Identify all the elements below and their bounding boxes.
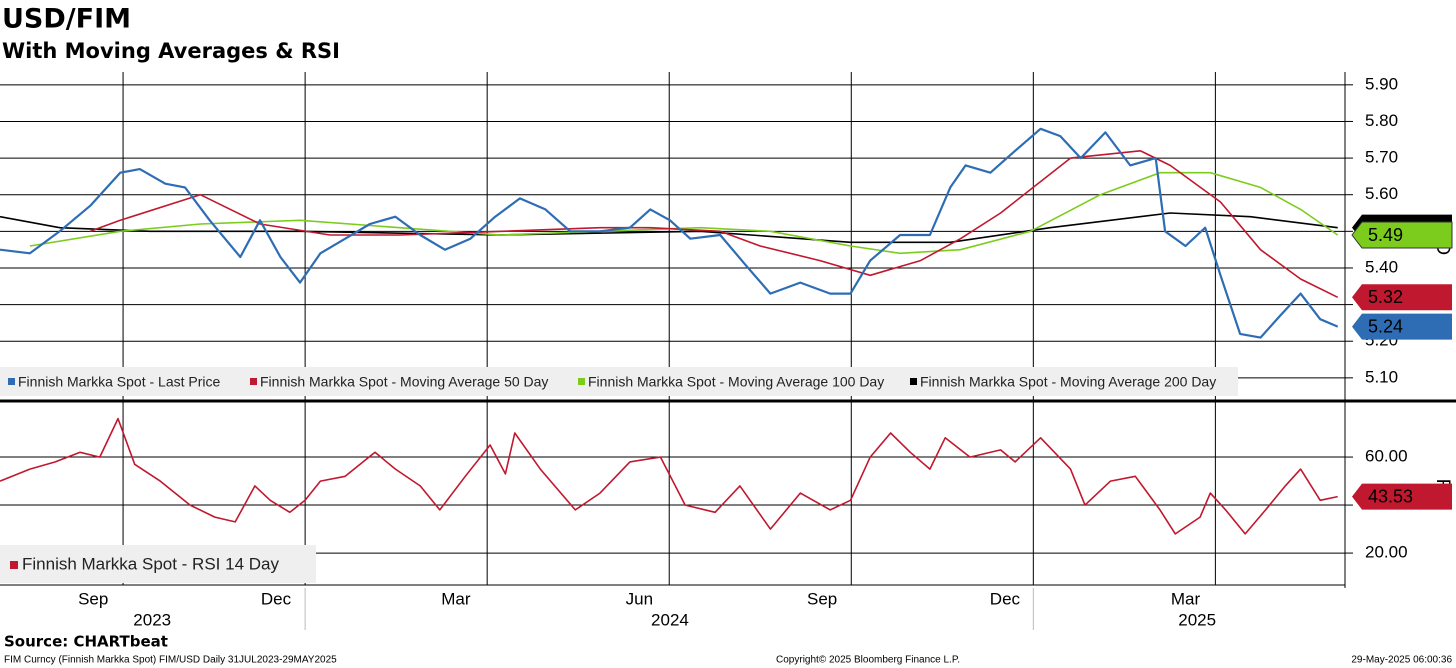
series-line [0,417,1338,535]
series-line [29,171,1339,255]
x-tick-label: Dec [990,589,1021,608]
legend-swatch [250,378,257,385]
chart-subtitle: With Moving Averages & RSI [2,39,340,63]
legend-label: Finnish Markka Spot - Moving Average 100… [588,374,884,390]
footer-center: Copyright© 2025 Bloomberg Finance L.P. [776,655,960,666]
legend-box [0,367,1238,396]
last-value-label: 5.24 [1368,316,1403,336]
y-tick-label: 5.60 [1365,184,1398,203]
y-tick-label: 60.00 [1365,447,1408,466]
last-value-label: 5.32 [1368,287,1403,307]
last-value-tag [1352,313,1452,340]
x-tick-label: Dec [261,589,292,608]
series-line [90,150,1339,299]
y-tick-label: 20.00 [1365,543,1408,562]
chart-title: USD/FIM [2,4,131,35]
legend-swatch [910,378,917,385]
y-tick-label: 5.90 [1365,74,1398,93]
source: Source: CHARTbeat [4,633,168,651]
x-tick-label: Mar [441,589,471,608]
y-tick-label: 5.10 [1365,367,1398,386]
legend-label: Finnish Markka Spot - Moving Average 50 … [260,374,548,390]
y-tick-label: 5.70 [1365,148,1398,167]
year-label: 2023 [133,610,171,629]
legend-label: Finnish Markka Spot - Last Price [18,374,221,390]
series-line [0,127,1339,339]
legend-label: Finnish Markka Spot - Moving Average 200… [920,374,1216,390]
legend-swatch [10,561,18,569]
last-value-label: 5.49 [1368,225,1403,245]
x-tick-label: Sep [807,589,837,608]
footer-right: 29-May-2025 06:00:36 [1351,655,1452,666]
legend-swatch [578,378,585,385]
last-value-tag [1352,284,1452,311]
legend-box [0,545,316,583]
last-value-tag [1352,483,1452,510]
last-value-label: 43.53 [1368,486,1413,506]
x-tick-label: Jun [626,589,653,608]
legend-swatch [8,378,15,385]
legend-label: Finnish Markka Spot - RSI 14 Day [22,554,279,573]
year-label: 2025 [1178,610,1216,629]
footer-left: FIM Curncy (Finnish Markka Spot) FIM/USD… [4,655,337,666]
x-tick-label: Mar [1171,589,1201,608]
y-tick-label: 5.80 [1365,111,1398,130]
x-tick-label: Sep [78,589,108,608]
year-label: 2024 [651,610,689,629]
y-tick-label: 5.40 [1365,257,1398,276]
last-value-tag [1351,221,1453,249]
